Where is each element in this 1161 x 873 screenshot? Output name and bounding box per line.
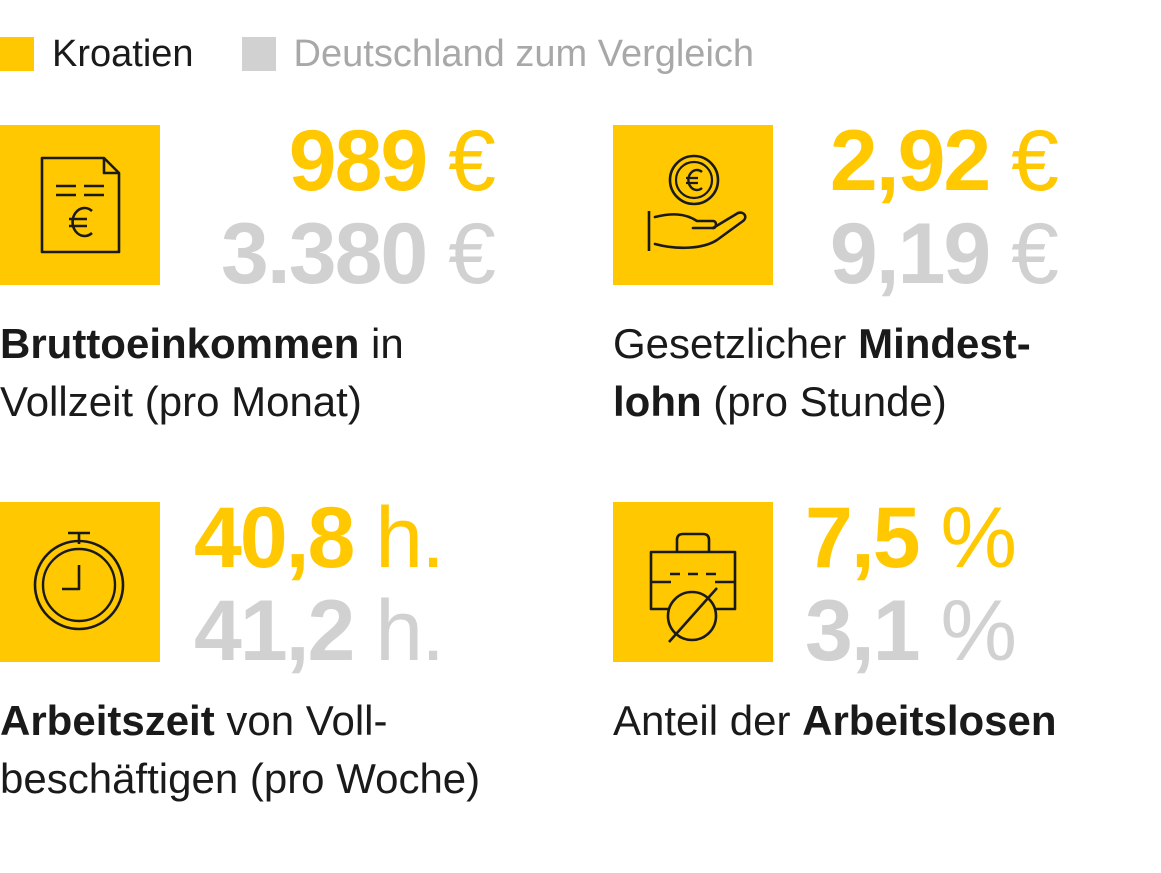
- wage-label-bold2: lohn: [613, 378, 702, 425]
- income-label: Bruttoeinkommen in Vollzeit (pro Monat): [0, 315, 404, 431]
- legend-swatch-deutschland: [241, 37, 276, 71]
- wage-label-line2: lohn (pro Stunde): [613, 373, 1031, 431]
- income-number-deutschland: 3.380: [221, 206, 428, 302]
- legend-label-kroatien: Kroatien: [52, 33, 194, 75]
- unemployment-label-line1: Anteil der Arbeitslosen: [613, 692, 1057, 750]
- wage-label: Gesetzlicher Mindest- lohn (pro Stunde): [613, 315, 1031, 431]
- unemployment-unit-kroatien: %: [940, 490, 1016, 586]
- income-number-kroatien: 989: [288, 113, 428, 209]
- unemployment-tile: [613, 502, 773, 662]
- income-value-deutschland: 3.380 €: [221, 211, 496, 297]
- legend-swatch-kroatien: [0, 37, 34, 71]
- income-value-kroatien: 989 €: [289, 118, 496, 204]
- legend: Kroatien Deutschland zum Vergleich: [0, 28, 754, 80]
- unemployment-label: Anteil der Arbeitslosen: [613, 692, 1057, 750]
- wage-unit-kroatien: €: [1011, 113, 1059, 209]
- income-tile: [0, 125, 160, 285]
- unemployment-label-pre: Anteil der: [613, 697, 803, 744]
- document-euro-icon: [40, 156, 121, 254]
- wage-label-bold1: Mindest-: [858, 320, 1031, 367]
- wage-number-deutschland: 9,19: [829, 206, 991, 302]
- hours-label-rest: von Voll-: [214, 697, 388, 744]
- income-unit-deutschland: €: [448, 206, 496, 302]
- wage-tile: [613, 125, 773, 285]
- unemployment-value-deutschland: 3,1 %: [805, 588, 1017, 674]
- income-label-line2: Vollzeit (pro Monat): [0, 378, 362, 425]
- hours-value-kroatien: 40,8 h.: [194, 495, 445, 581]
- wage-label-rest: (pro Stunde): [701, 378, 947, 425]
- legend-label-deutschland: Deutschland zum Vergleich: [293, 33, 755, 75]
- wage-value-deutschland: 9,19 €: [830, 211, 1059, 297]
- hours-value-deutschland: 41,2 h.: [194, 588, 445, 674]
- income-unit-kroatien: €: [448, 113, 496, 209]
- unemployment-number-kroatien: 7,5: [805, 490, 921, 586]
- hand-coin-icon: [647, 154, 747, 251]
- hours-label-line1: Arbeitszeit von Voll-: [0, 692, 480, 750]
- hours-label-line2: beschäftigen (pro Woche): [0, 755, 481, 802]
- hours-number-kroatien: 40,8: [194, 490, 355, 586]
- wage-label-line1: Gesetzlicher Mindest-: [613, 315, 1031, 373]
- unemployment-value-kroatien: 7,5 %: [805, 495, 1017, 581]
- unemployment-unit-deutschland: %: [940, 583, 1016, 679]
- unemployment-label-bold: Arbeitslosen: [802, 697, 1057, 744]
- briefcase-crossed-icon: [649, 532, 737, 643]
- income-label-line1: Bruttoeinkommen in: [0, 315, 404, 373]
- hours-label-bold: Arbeitszeit: [0, 697, 215, 744]
- hours-unit-kroatien: h.: [375, 490, 445, 586]
- stopwatch-icon: [33, 531, 125, 631]
- income-label-rest: in: [359, 320, 404, 367]
- hours-tile: [0, 502, 160, 662]
- wage-number-kroatien: 2,92: [829, 113, 991, 209]
- hours-number-deutschland: 41,2: [194, 583, 355, 679]
- wage-unit-deutschland: €: [1011, 206, 1059, 302]
- income-label-bold: Bruttoeinkommen: [0, 320, 360, 367]
- wage-label-pre: Gesetzlicher: [613, 320, 859, 367]
- unemployment-number-deutschland: 3,1: [805, 583, 921, 679]
- hours-label: Arbeitszeit von Voll- beschäftigen (pro …: [0, 692, 480, 808]
- hours-unit-deutschland: h.: [375, 583, 445, 679]
- wage-value-kroatien: 2,92 €: [830, 118, 1059, 204]
